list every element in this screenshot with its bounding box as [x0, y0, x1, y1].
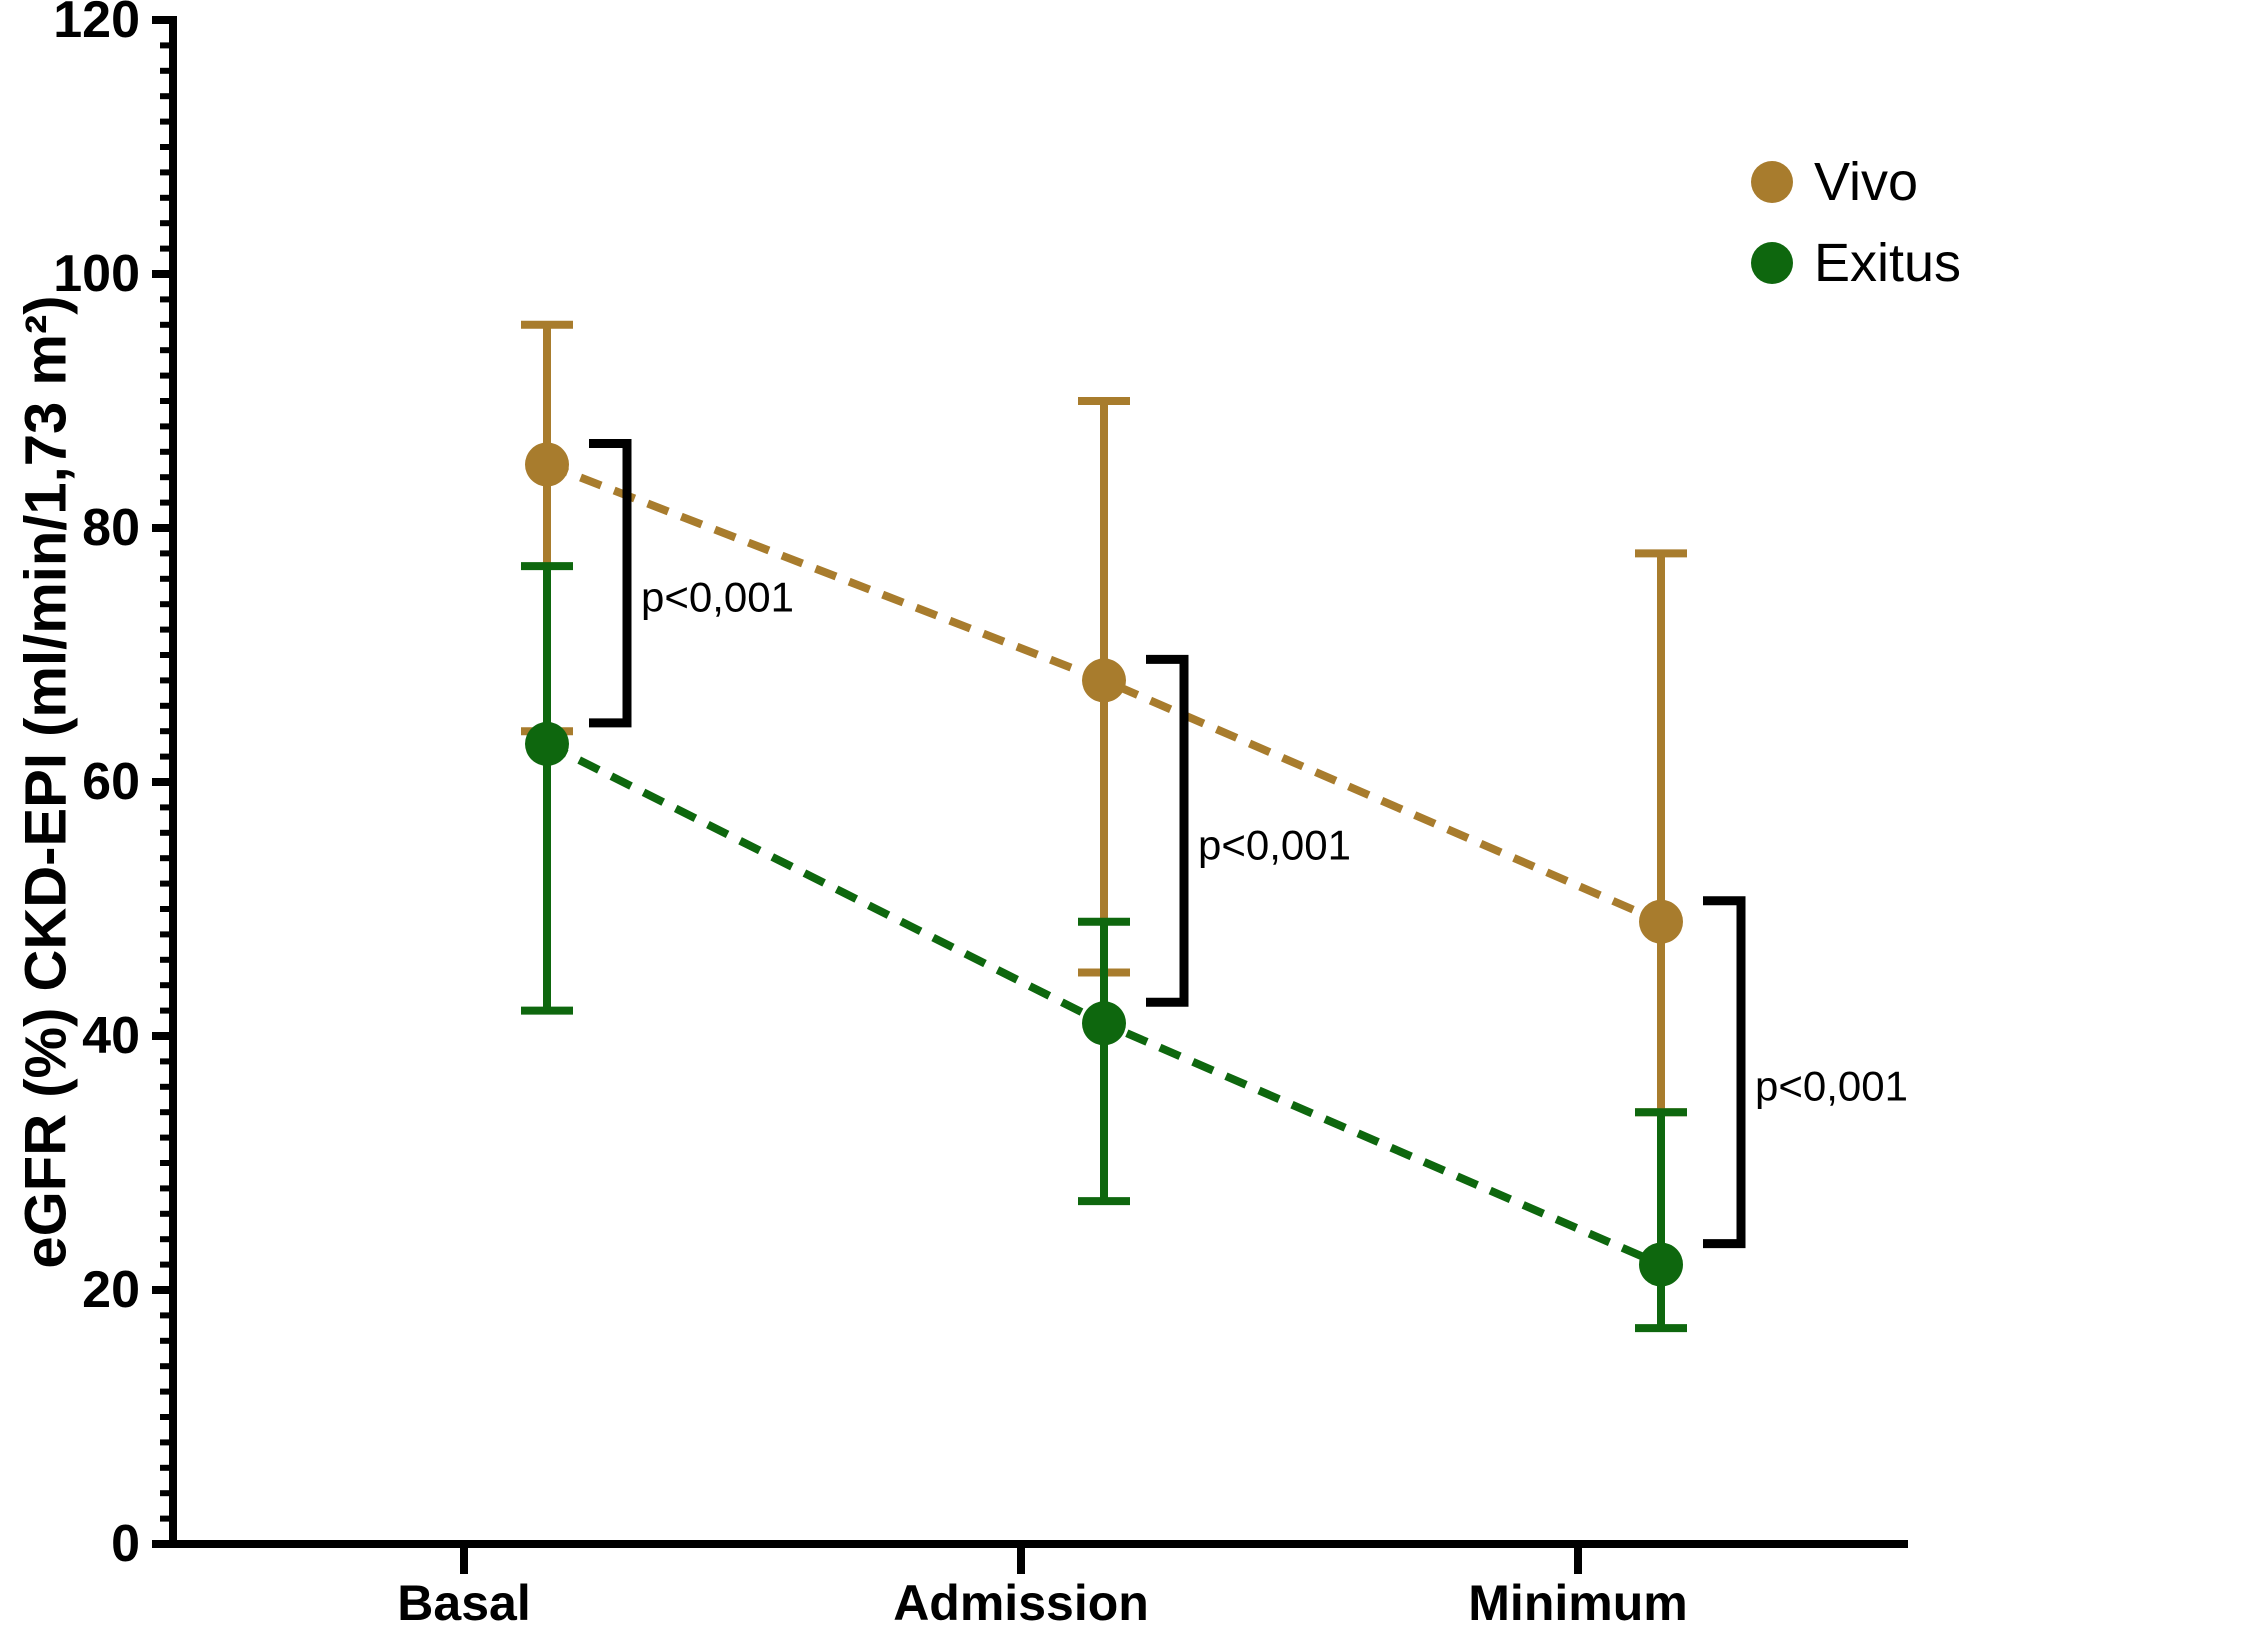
x-category-label-minimum: Minimum	[1468, 1575, 1687, 1631]
y-tick-label: 0	[111, 1515, 140, 1573]
y-axis-title: eGFR (%) CKD-EPI (ml/min/1,73 m²)	[14, 295, 79, 1268]
p-value-label-basal: p<0,001	[641, 574, 794, 621]
data-point-exitus-admission	[1082, 1001, 1126, 1046]
significance-bracket-minimum	[1703, 896, 1746, 1249]
x-category-label-basal: Basal	[397, 1575, 530, 1631]
significance-bracket-admission	[1146, 654, 1189, 1007]
significance-bracket-basal	[589, 439, 632, 728]
y-tick-label: 100	[53, 245, 140, 303]
data-point-exitus-basal	[525, 721, 569, 766]
y-tick-label: 120	[53, 0, 140, 49]
legend-marker-exitus	[1751, 242, 1793, 284]
y-tick-label: 40	[82, 1007, 140, 1065]
y-tick-label: 60	[82, 753, 140, 811]
legend-label-vivo: Vivo	[1814, 152, 1918, 212]
legend-marker-vivo	[1751, 161, 1793, 203]
data-point-vivo-basal	[525, 442, 569, 487]
p-value-label-minimum: p<0,001	[1755, 1063, 1908, 1110]
y-tick-label: 20	[82, 1261, 140, 1319]
data-point-vivo-admission	[1082, 658, 1126, 703]
data-point-exitus-minimum	[1639, 1242, 1683, 1287]
y-tick-label: 80	[82, 499, 140, 557]
x-category-label-admission: Admission	[893, 1575, 1149, 1631]
data-point-vivo-minimum	[1639, 899, 1683, 944]
p-value-label-admission: p<0,001	[1198, 821, 1351, 868]
legend-label-exitus: Exitus	[1814, 233, 1961, 293]
